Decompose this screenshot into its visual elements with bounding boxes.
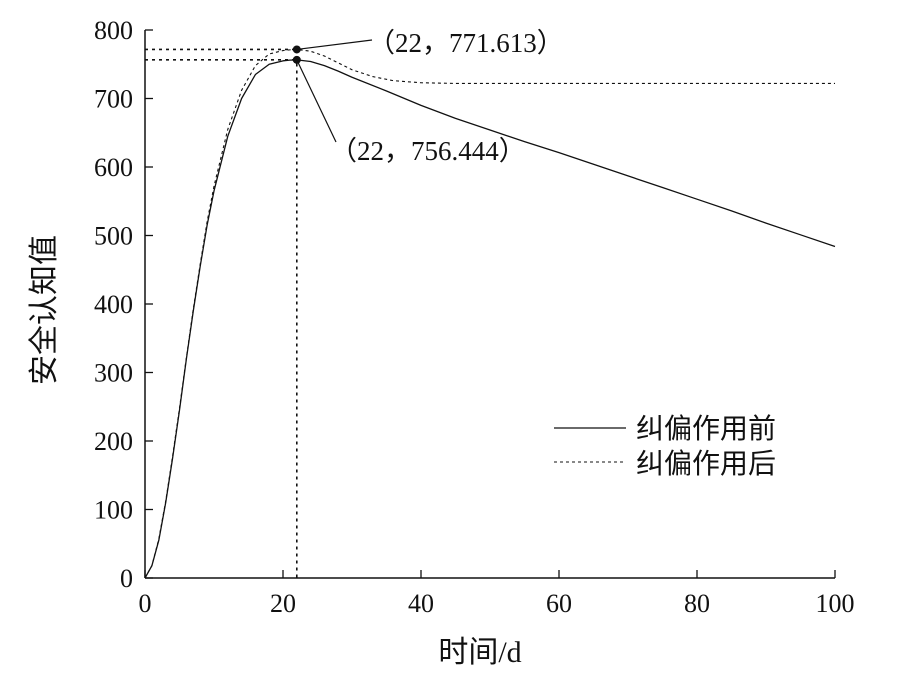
- series-line-before: [144, 59, 836, 579]
- y-tick-label: 300: [94, 359, 133, 388]
- y-tick-label: 800: [94, 16, 133, 45]
- x-tick-label: 0: [139, 589, 152, 618]
- x-tick-label: 20: [270, 589, 296, 618]
- annotation-leader-after: [296, 39, 373, 51]
- series-line-after: [144, 48, 835, 579]
- x-tick-label: 40: [408, 589, 434, 618]
- axes: [144, 30, 835, 579]
- y-tick-label: 0: [120, 564, 133, 593]
- annotation-label-before-peak: （22，756.444）: [330, 136, 526, 166]
- guide-lines: [145, 48, 298, 578]
- y-tick-label: 100: [94, 496, 133, 525]
- legend: 纠偏作用前 纠偏作用后: [554, 413, 776, 480]
- annotation-label-after-peak: （22，771.613）: [368, 28, 564, 58]
- x-axis-title: 时间/d: [438, 636, 521, 669]
- x-tick-label: 100: [816, 589, 855, 618]
- series-lines: [144, 48, 836, 579]
- x-tick-label: 60: [546, 589, 572, 618]
- legend-label-after: 纠偏作用后: [636, 448, 776, 480]
- y-tick-label: 500: [94, 222, 133, 251]
- legend-label-before: 纠偏作用前: [636, 413, 776, 445]
- y-axis-title: 安全认知值: [28, 235, 61, 385]
- y-tick-label: 400: [94, 290, 133, 319]
- annotation-leader-before: [296, 59, 337, 143]
- y-tick-label: 700: [94, 85, 133, 114]
- y-tick-label: 600: [94, 153, 133, 182]
- x-tick-label: 80: [684, 589, 710, 618]
- ticks: 0 20 40 60 80 100 0 100 200 300 400 500 600 700 800: [94, 16, 855, 618]
- y-tick-label: 200: [94, 427, 133, 456]
